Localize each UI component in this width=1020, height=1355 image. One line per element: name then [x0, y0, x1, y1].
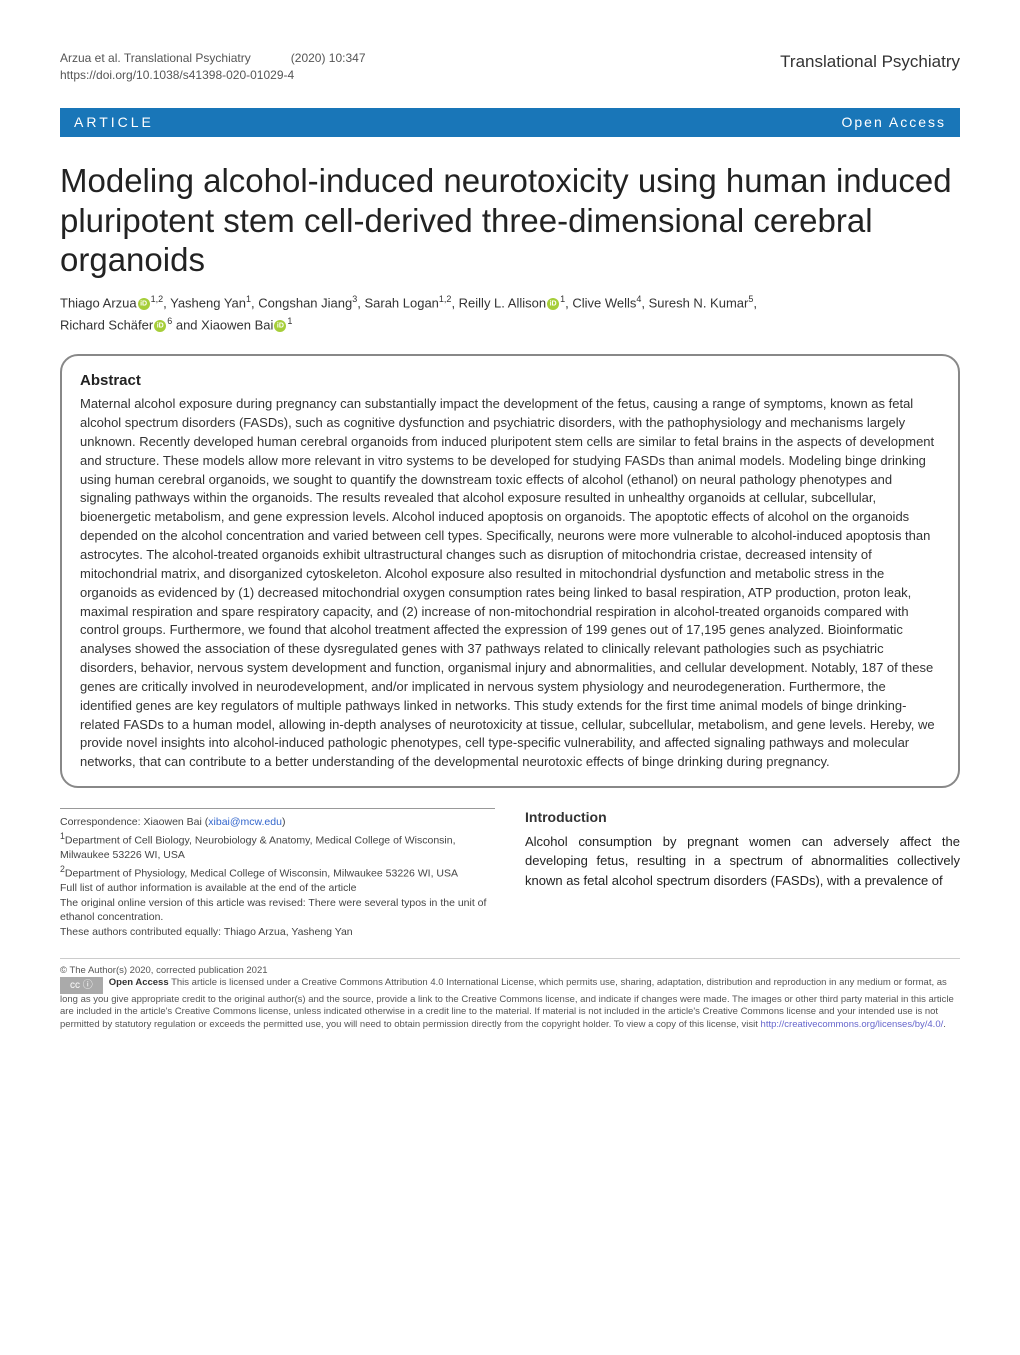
- introduction-heading: Introduction: [525, 808, 960, 828]
- author-1-aff: 1,2: [151, 294, 164, 304]
- license-text-block: cc ⓘOpen Access This article is licensed…: [60, 977, 960, 1031]
- correspondence-column: Correspondence: Xiaowen Bai (xibai@mcw.e…: [60, 808, 495, 940]
- orcid-icon[interactable]: [274, 320, 286, 332]
- abstract-box: Abstract Maternal alcohol exposure durin…: [60, 354, 960, 788]
- copyright-line: © The Author(s) 2020, corrected publicat…: [60, 965, 960, 977]
- introduction-text: Alcohol consumption by pregnant women ca…: [525, 832, 960, 891]
- open-access-bold: Open Access: [109, 977, 169, 988]
- citation-year-vol: (2020) 10:347: [291, 51, 366, 65]
- affiliation-2: 2Department of Physiology, Medical Colle…: [60, 863, 495, 881]
- correspondence-close: ): [282, 816, 286, 828]
- author-4: , Sarah Logan: [357, 295, 439, 310]
- author-5: , Reilly L. Allison: [451, 295, 546, 310]
- correspondence-label: Correspondence: Xiaowen Bai (: [60, 816, 208, 828]
- cc-badge-icon: cc ⓘ: [60, 977, 103, 994]
- correspondence-line: Correspondence: Xiaowen Bai (xibai@mcw.e…: [60, 815, 495, 830]
- author-7: , Suresh N. Kumar: [641, 295, 748, 310]
- citation-authors: Arzua et al. Translational Psychiatry: [60, 51, 251, 65]
- open-access-label: Open Access: [842, 113, 947, 133]
- header-top: Arzua et al. Translational Psychiatry (2…: [60, 50, 960, 84]
- orcid-icon[interactable]: [138, 298, 150, 310]
- abstract-heading: Abstract: [80, 370, 940, 391]
- citation-doi: https://doi.org/10.1038/s41398-020-01029…: [60, 67, 366, 84]
- article-type-label: ARTICLE: [74, 113, 154, 133]
- author-3: , Congshan Jiang: [251, 295, 352, 310]
- full-author-list-note: Full list of author information is avail…: [60, 881, 495, 896]
- author-9-aff: 1: [287, 316, 292, 326]
- correspondence-email[interactable]: xibai@mcw.edu: [208, 816, 282, 828]
- journal-name: Translational Psychiatry: [780, 50, 960, 84]
- license-section: © The Author(s) 2020, corrected publicat…: [60, 958, 960, 1031]
- citation-left-1: Arzua et al. Translational Psychiatry (2…: [60, 50, 366, 67]
- orcid-icon[interactable]: [154, 320, 166, 332]
- author-4-aff: 1,2: [439, 294, 452, 304]
- author-2: , Yasheng Yan: [163, 295, 246, 310]
- author-9: and Xiaowen Bai: [172, 317, 273, 332]
- author-list: Thiago Arzua1,2, Yasheng Yan1, Congshan …: [60, 292, 960, 336]
- page-container: Arzua et al. Translational Psychiatry (2…: [0, 0, 1020, 1061]
- article-type-bar: ARTICLE Open Access: [60, 108, 960, 138]
- affiliation-1-text: Department of Cell Biology, Neurobiology…: [60, 834, 456, 861]
- article-title: Modeling alcohol-induced neurotoxicity u…: [60, 161, 960, 280]
- introduction-column: Introduction Alcohol consumption by preg…: [525, 808, 960, 940]
- header-left: Arzua et al. Translational Psychiatry (2…: [60, 50, 366, 84]
- author-8: Richard Schäfer: [60, 317, 153, 332]
- author-7-aff: 5: [748, 294, 753, 304]
- license-link[interactable]: http://creativecommons.org/licenses/by/4…: [761, 1019, 944, 1030]
- affiliation-1: 1Department of Cell Biology, Neurobiolog…: [60, 830, 495, 863]
- revision-note: The original online version of this arti…: [60, 896, 495, 925]
- license-text-2: .: [943, 1019, 946, 1030]
- equal-contribution-note: These authors contributed equally: Thiag…: [60, 925, 495, 940]
- author-1: Thiago Arzua: [60, 295, 137, 310]
- affiliation-2-text: Department of Physiology, Medical Colleg…: [65, 867, 458, 879]
- bottom-columns: Correspondence: Xiaowen Bai (xibai@mcw.e…: [60, 808, 960, 940]
- author-6: , Clive Wells: [565, 295, 636, 310]
- abstract-text: Maternal alcohol exposure during pregnan…: [80, 395, 940, 772]
- orcid-icon[interactable]: [547, 298, 559, 310]
